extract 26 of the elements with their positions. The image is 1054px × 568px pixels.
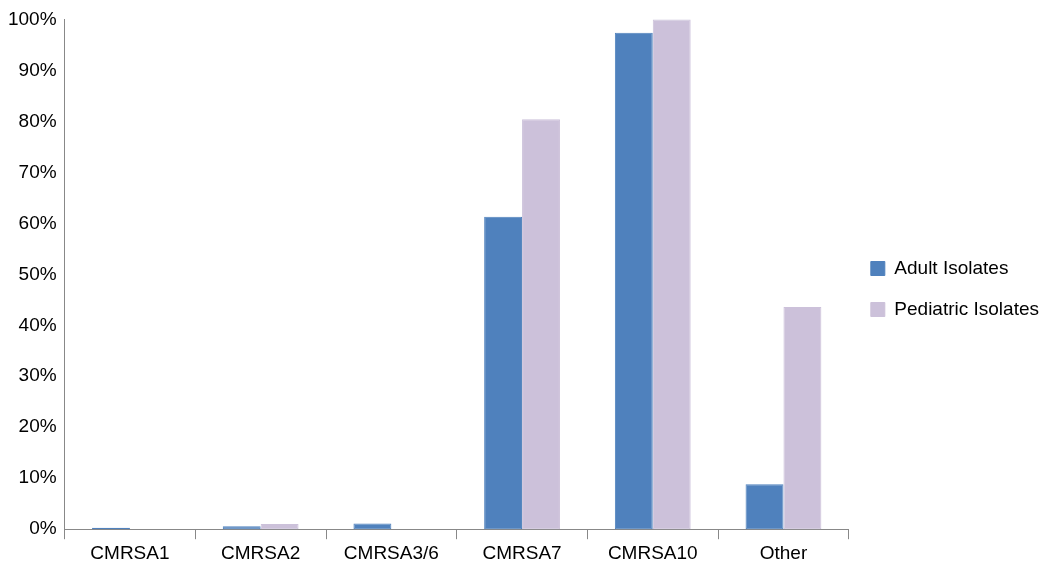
bar (522, 119, 560, 530)
bar (260, 524, 299, 530)
bar (614, 32, 653, 530)
y-tick-label: 70% (18, 160, 57, 182)
y-tick-label: 0% (29, 517, 57, 539)
bar (652, 19, 691, 530)
legend-label: Adult Isolates (894, 256, 1009, 278)
y-tick-label: 90% (18, 58, 57, 80)
bar (745, 484, 784, 530)
x-tick-label: CMRSA3/6 (343, 541, 439, 563)
x-tick-label: CMRSA7 (482, 541, 562, 563)
bar (484, 216, 523, 530)
x-tick-label: Other (759, 541, 808, 563)
x-tick-label: CMRSA10 (607, 541, 698, 563)
y-tick-label: 30% (18, 364, 57, 386)
legend-label: Pediatric Isolates (894, 297, 1040, 319)
y-tick-label: 60% (18, 211, 57, 233)
y-tick-label: 80% (18, 109, 57, 131)
y-tick-label: 50% (18, 262, 57, 284)
x-tick-label: CMRSA2 (221, 541, 301, 563)
bar (783, 306, 822, 530)
y-tick-label: 40% (18, 313, 57, 335)
y-tick-label: 100% (7, 7, 57, 29)
y-tick-label: 20% (18, 415, 57, 437)
x-tick-label: CMRSA1 (90, 541, 170, 563)
y-tick-label: 10% (18, 466, 57, 488)
